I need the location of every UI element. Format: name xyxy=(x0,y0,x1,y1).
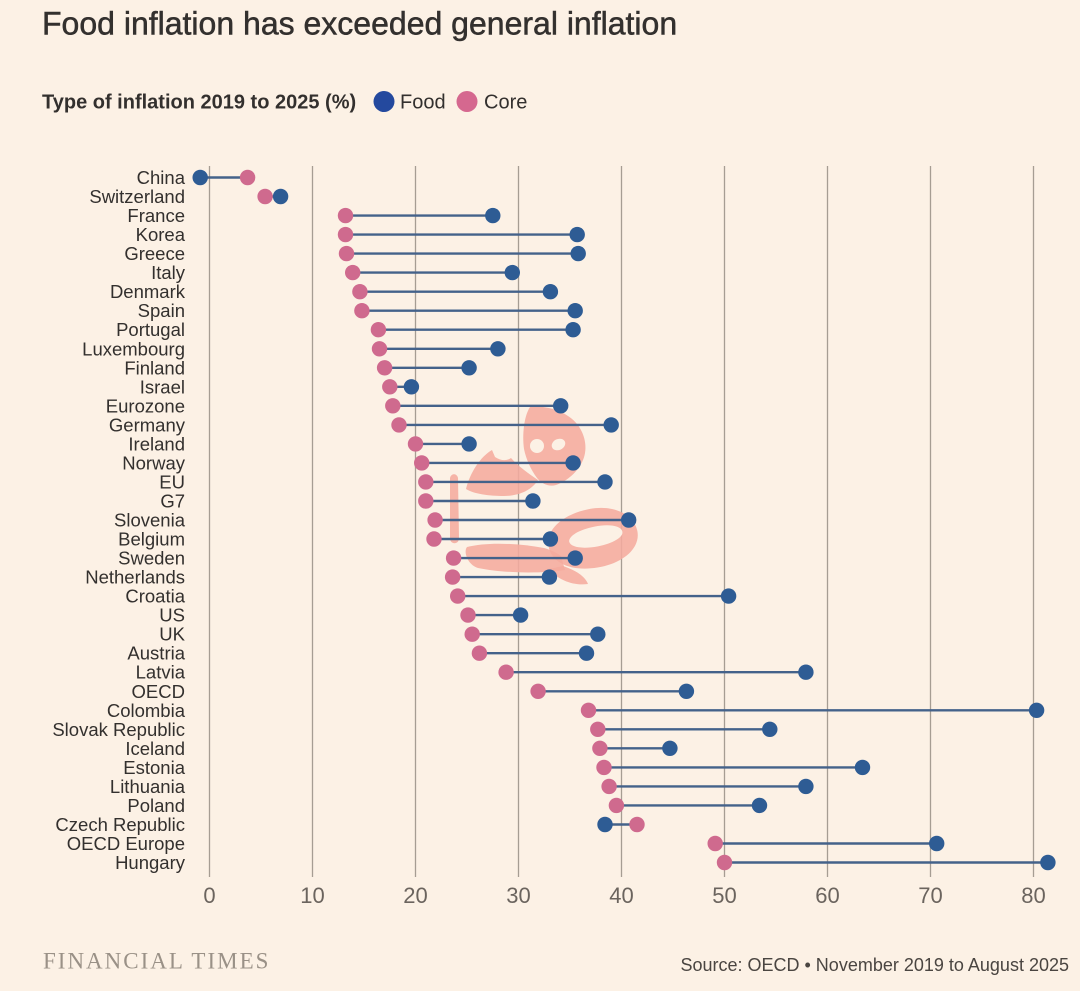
svg-text:Korea: Korea xyxy=(136,224,186,245)
svg-text:Colombia: Colombia xyxy=(107,700,186,721)
svg-text:China: China xyxy=(137,167,186,188)
svg-text:Ireland: Ireland xyxy=(128,433,185,454)
svg-text:Luxembourg: Luxembourg xyxy=(82,338,185,359)
svg-text:Source: OECD • November 2019 t: Source: OECD • November 2019 to August 2… xyxy=(680,955,1069,975)
svg-text:OECD: OECD xyxy=(132,681,185,702)
svg-text:Slovak Republic: Slovak Republic xyxy=(52,719,185,740)
svg-text:OECD Europe: OECD Europe xyxy=(67,833,185,854)
svg-text:70: 70 xyxy=(918,883,942,908)
svg-text:EU: EU xyxy=(159,471,185,492)
svg-text:Food: Food xyxy=(400,92,446,114)
svg-text:Netherlands: Netherlands xyxy=(85,567,185,588)
svg-text:Germany: Germany xyxy=(109,414,186,435)
svg-text:80: 80 xyxy=(1021,883,1045,908)
svg-text:Israel: Israel xyxy=(140,376,185,397)
svg-text:Portugal: Portugal xyxy=(116,319,185,340)
svg-text:Norway: Norway xyxy=(122,452,185,473)
svg-text:Spain: Spain xyxy=(138,300,185,321)
svg-text:Denmark: Denmark xyxy=(110,281,186,302)
svg-text:Food inflation has exceeded ge: Food inflation has exceeded general infl… xyxy=(42,6,677,42)
svg-text:Estonia: Estonia xyxy=(123,757,185,778)
svg-text:UK: UK xyxy=(159,624,185,645)
svg-text:Type of inflation 2019 to 2025: Type of inflation 2019 to 2025 (%) xyxy=(42,92,356,114)
svg-text:Poland: Poland xyxy=(127,795,185,816)
svg-text:Latvia: Latvia xyxy=(136,662,186,683)
svg-text:0: 0 xyxy=(203,883,215,908)
svg-text:Austria: Austria xyxy=(127,643,185,664)
svg-text:G7: G7 xyxy=(160,491,185,512)
svg-text:Italy: Italy xyxy=(151,262,186,283)
svg-text:Hungary: Hungary xyxy=(115,852,186,873)
svg-text:Czech Republic: Czech Republic xyxy=(55,814,185,835)
svg-text:50: 50 xyxy=(712,883,736,908)
svg-text:France: France xyxy=(127,205,185,226)
svg-text:Croatia: Croatia xyxy=(125,586,185,607)
svg-text:Eurozone: Eurozone xyxy=(106,395,185,416)
svg-text:Slovenia: Slovenia xyxy=(114,510,186,531)
svg-text:US: US xyxy=(159,605,185,626)
svg-text:Iceland: Iceland xyxy=(125,738,185,759)
svg-text:Lithuania: Lithuania xyxy=(110,776,186,797)
svg-text:Greece: Greece xyxy=(124,243,185,264)
svg-text:Belgium: Belgium xyxy=(118,529,185,550)
svg-text:60: 60 xyxy=(815,883,839,908)
svg-text:Switzerland: Switzerland xyxy=(89,186,185,207)
svg-text:Core: Core xyxy=(484,92,527,114)
svg-text:10: 10 xyxy=(300,883,324,908)
svg-text:Finland: Finland xyxy=(124,357,185,378)
svg-text:Sweden: Sweden xyxy=(118,548,185,569)
svg-text:20: 20 xyxy=(403,883,427,908)
svg-text:40: 40 xyxy=(609,883,633,908)
svg-text:FINANCIAL TIMES: FINANCIAL TIMES xyxy=(43,949,270,974)
svg-text:30: 30 xyxy=(506,883,530,908)
